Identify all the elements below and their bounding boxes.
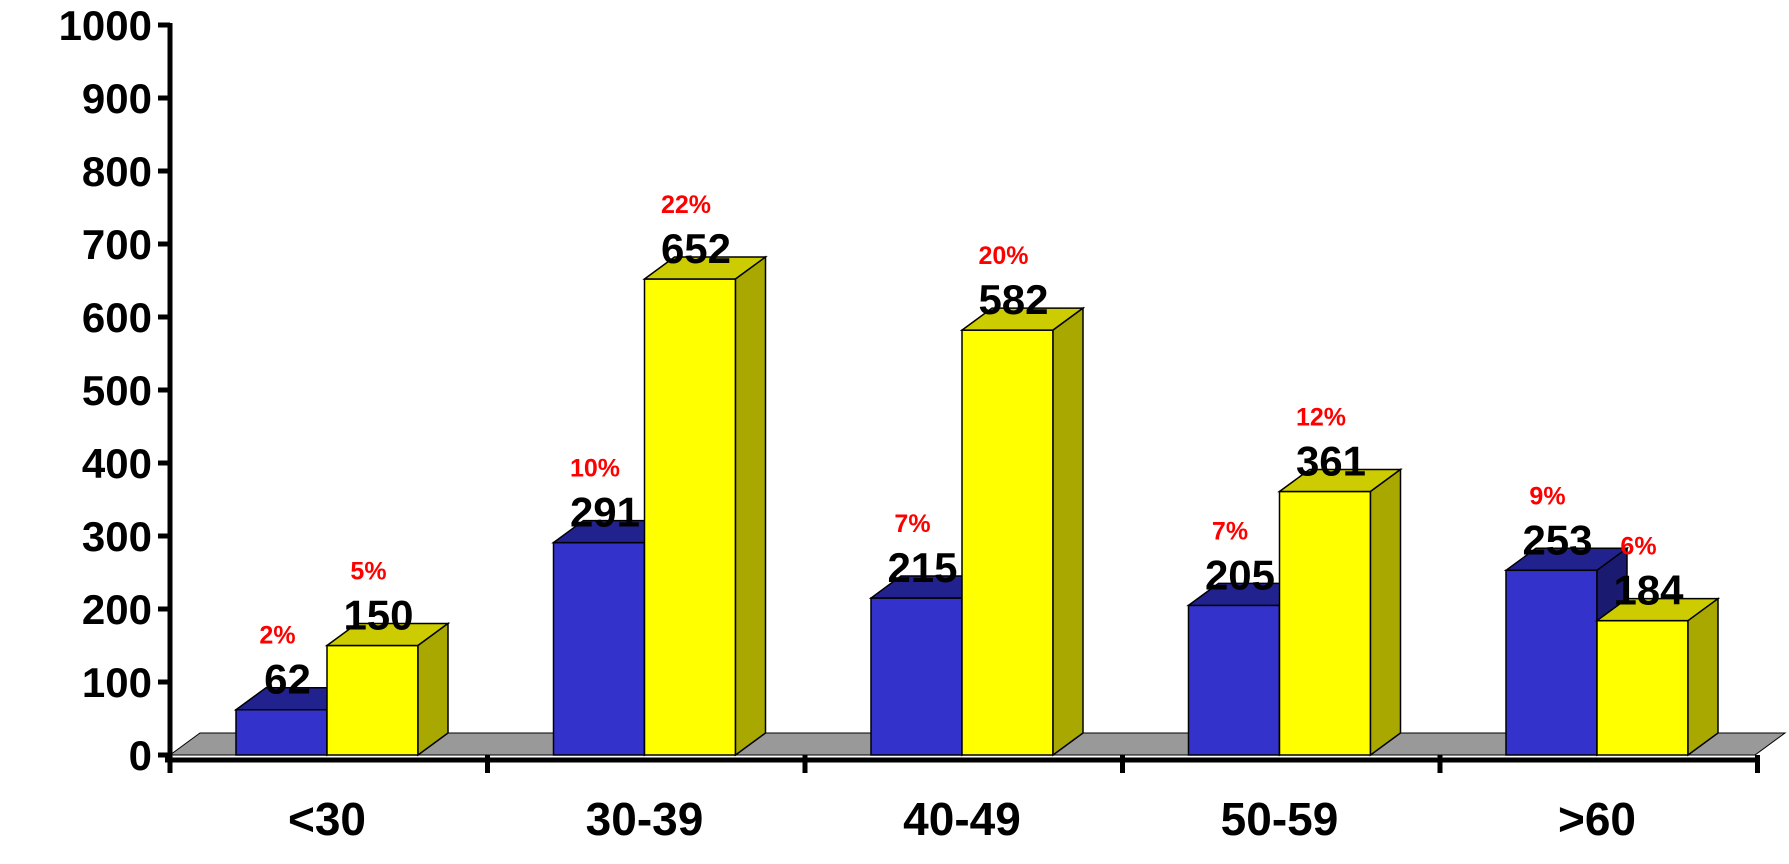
- percent-label: 10%: [570, 455, 620, 483]
- bars: [233, 255, 1721, 757]
- bar-front: [326, 644, 419, 756]
- bar: [642, 255, 768, 757]
- y-tick-label: 700: [82, 221, 152, 268]
- bar-front: [1187, 604, 1281, 756]
- percent-label: 7%: [1212, 517, 1248, 545]
- data-labels: 62 2% 150 5% 291 10% 652 22% 215 7% 582 20% 205 7% 361…: [259, 191, 1684, 703]
- percent-label: 6%: [1620, 533, 1656, 561]
- percent-label: 7%: [894, 510, 930, 538]
- bar-front: [1596, 619, 1689, 756]
- y-tick-label: 100: [82, 659, 152, 706]
- bar-front: [1278, 490, 1372, 756]
- y-tick-label: 1000: [59, 2, 152, 49]
- bar-side: [417, 622, 449, 757]
- x-category-label: <30: [288, 793, 366, 845]
- y-tick-label: 0: [129, 732, 152, 779]
- percent-label: 2%: [259, 622, 295, 650]
- bar-front: [1505, 569, 1598, 756]
- value-label: 184: [1613, 567, 1684, 614]
- value-label: 253: [1522, 516, 1592, 563]
- y-tick-label: 900: [82, 75, 152, 122]
- value-label: 582: [978, 276, 1048, 323]
- x-axis: <30 30-39 40-49 50-59 >60: [165, 755, 1760, 845]
- x-category-label: 30-39: [586, 793, 704, 845]
- bar-side: [1369, 467, 1402, 757]
- y-tick-label: 400: [82, 440, 152, 487]
- value-label: 205: [1205, 551, 1275, 598]
- bar-front: [870, 597, 963, 756]
- x-category-label: 40-49: [903, 793, 1021, 845]
- value-label: 215: [887, 544, 957, 591]
- bar: [1594, 597, 1721, 757]
- y-tick-label: 500: [82, 367, 152, 414]
- bar-front: [235, 708, 328, 756]
- bar: [959, 306, 1086, 757]
- value-label: 150: [343, 592, 413, 639]
- bar-side: [1687, 597, 1719, 757]
- x-category-label: 50-59: [1221, 793, 1339, 845]
- bar-side: [734, 255, 767, 757]
- bar-side: [1052, 306, 1084, 757]
- percent-label: 5%: [350, 558, 386, 586]
- y-tick-label: 800: [82, 148, 152, 195]
- bar-front: [961, 329, 1054, 756]
- value-label: 361: [1296, 437, 1366, 484]
- percent-label: 20%: [978, 242, 1028, 270]
- bar: [1277, 467, 1403, 757]
- bar: [324, 622, 451, 757]
- percent-label: 22%: [661, 191, 711, 219]
- bar-front: [552, 541, 646, 756]
- x-category-label: >60: [1558, 793, 1636, 845]
- value-label: 62: [264, 656, 311, 703]
- percent-label: 12%: [1296, 403, 1346, 431]
- value-label: 652: [661, 225, 731, 272]
- y-tick-label: 200: [82, 586, 152, 633]
- value-label: 291: [570, 489, 640, 536]
- y-axis: 0 100 200 300 400 500 600 700 800 900 1000: [59, 2, 173, 779]
- bar-front: [643, 278, 737, 756]
- y-tick-label: 300: [82, 513, 152, 560]
- percent-label: 9%: [1529, 482, 1565, 510]
- y-tick-label: 600: [82, 294, 152, 341]
